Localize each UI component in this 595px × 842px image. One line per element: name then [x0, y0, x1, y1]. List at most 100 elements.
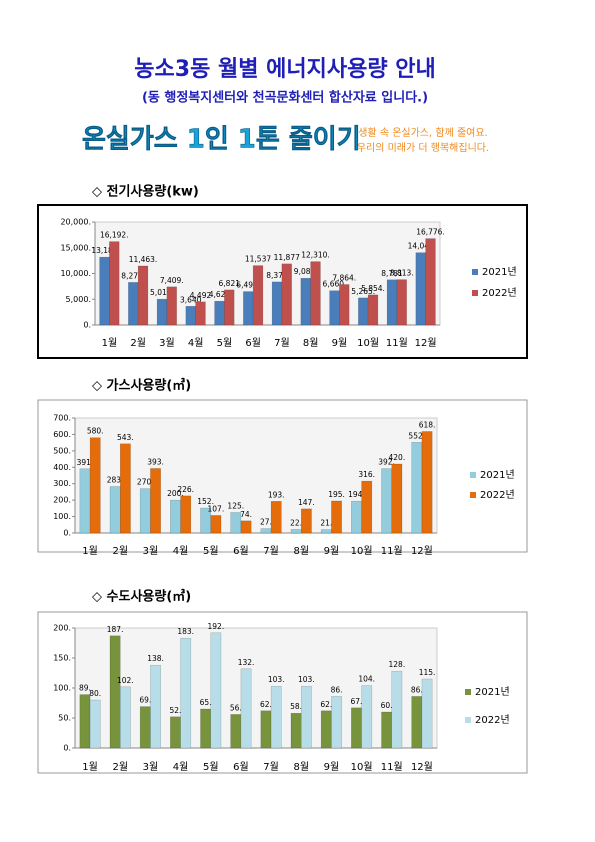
bar [224, 289, 235, 326]
y-tick-label: 0. [63, 744, 71, 753]
x-tick-label: 3월 [143, 545, 159, 557]
x-tick-label: 12월 [411, 545, 433, 557]
page-subtitle: (동 행정복지센터와 천곡문화센터 합산자료 입니다.) [142, 90, 428, 106]
value-label: 226. [177, 485, 194, 494]
bar [214, 300, 225, 326]
value-label: 56. [230, 703, 242, 712]
chart-frame [37, 204, 528, 359]
x-tick-label: 8월 [293, 761, 309, 773]
value-label: 16,776. [416, 228, 445, 237]
bar [240, 520, 252, 534]
bar [391, 463, 403, 534]
bar [290, 529, 302, 534]
value-label: 270. [137, 478, 154, 487]
value-label: 138. [147, 654, 164, 663]
y-tick-label: 50. [58, 714, 71, 723]
y-tick-label: 700. [53, 414, 71, 423]
legend-label: 2022년 [482, 287, 517, 299]
x-tick-label: 10월 [351, 761, 373, 773]
bar [361, 480, 373, 534]
value-label: 67. [350, 697, 362, 706]
bar [329, 290, 340, 326]
y-tick-label: 20,000. [60, 218, 91, 227]
value-label: 27. [260, 518, 272, 527]
bar [301, 685, 312, 749]
value-label: 107. [208, 504, 225, 513]
x-tick-label: 7월 [263, 761, 279, 773]
y-tick-label: 5,000. [66, 295, 91, 304]
bar [425, 238, 436, 326]
value-label: 60. [381, 701, 393, 710]
x-tick-label: 2월 [112, 545, 128, 557]
value-label: 11,877 [274, 253, 300, 262]
bar [99, 256, 110, 326]
value-label: 89. [79, 684, 91, 693]
legend-swatch [472, 290, 478, 296]
x-tick-label: 9월 [332, 337, 348, 349]
value-label: 9,080. [294, 267, 318, 276]
bar [139, 488, 151, 534]
value-label: 5,017. [150, 288, 174, 297]
x-tick-label: 7월 [263, 545, 279, 557]
y-tick-label: 600. [53, 430, 71, 439]
bar [230, 714, 242, 749]
x-tick-label: 12월 [411, 761, 433, 773]
bar [415, 252, 426, 326]
x-tick-label: 10월 [351, 545, 373, 557]
bar [381, 468, 393, 534]
value-label: 283. [107, 476, 124, 485]
x-tick-label: 3월 [143, 761, 159, 773]
bar [270, 501, 282, 534]
bar [180, 495, 192, 534]
value-label: 4,627 [209, 290, 231, 299]
value-label: 8,279. [121, 271, 145, 280]
value-label: 16,192. [100, 231, 129, 240]
bar [210, 632, 222, 749]
bar [386, 279, 398, 326]
value-label: 8,781 [381, 269, 403, 278]
x-tick-label: 11월 [381, 761, 403, 773]
x-tick-label: 5월 [203, 761, 219, 773]
bar [120, 443, 131, 534]
bar [361, 685, 373, 749]
x-tick-label: 11월 [381, 545, 403, 557]
x-tick-label: 6월 [233, 761, 249, 773]
value-label: 192. [208, 622, 225, 631]
value-label: 74. [240, 510, 252, 519]
bar [320, 529, 332, 534]
value-label: 552. [408, 431, 425, 440]
bar [367, 294, 379, 326]
value-label: 125. [227, 501, 244, 510]
value-label: 147. [298, 498, 315, 507]
x-tick-label: 6월 [245, 337, 261, 349]
value-label: 128. [389, 660, 406, 669]
value-label: 13,180 [91, 246, 117, 255]
bar [210, 515, 222, 534]
value-label: 14,044 [408, 242, 434, 251]
bar [156, 298, 168, 326]
x-tick-label: 8월 [303, 337, 319, 349]
y-tick-label: 500. [53, 446, 71, 455]
value-label: 86. [331, 685, 343, 694]
page-title: 농소3동 월별 에너지사용량 안내 [134, 57, 435, 82]
value-label: 194. [348, 490, 365, 499]
section-title: ◇ 전기사용량(kw) [92, 184, 199, 200]
y-tick-label: 15,000. [60, 243, 91, 252]
value-label: 200. [167, 489, 184, 498]
value-label: 543. [117, 433, 134, 442]
x-tick-label: 1월 [82, 761, 98, 773]
value-label: 86. [411, 685, 423, 694]
value-label: 580. [87, 427, 104, 436]
x-tick-label: 11월 [386, 337, 408, 349]
value-label: 80. [89, 689, 101, 698]
bar [89, 437, 101, 534]
x-tick-label: 10월 [357, 337, 379, 349]
x-tick-label: 9월 [324, 545, 340, 557]
y-tick-label: 200. [53, 496, 71, 505]
x-tick-label: 12월 [415, 337, 437, 349]
bar [200, 708, 211, 749]
bar [89, 699, 101, 749]
x-tick-label: 2월 [130, 337, 146, 349]
bar [358, 297, 369, 326]
bar [281, 263, 292, 326]
